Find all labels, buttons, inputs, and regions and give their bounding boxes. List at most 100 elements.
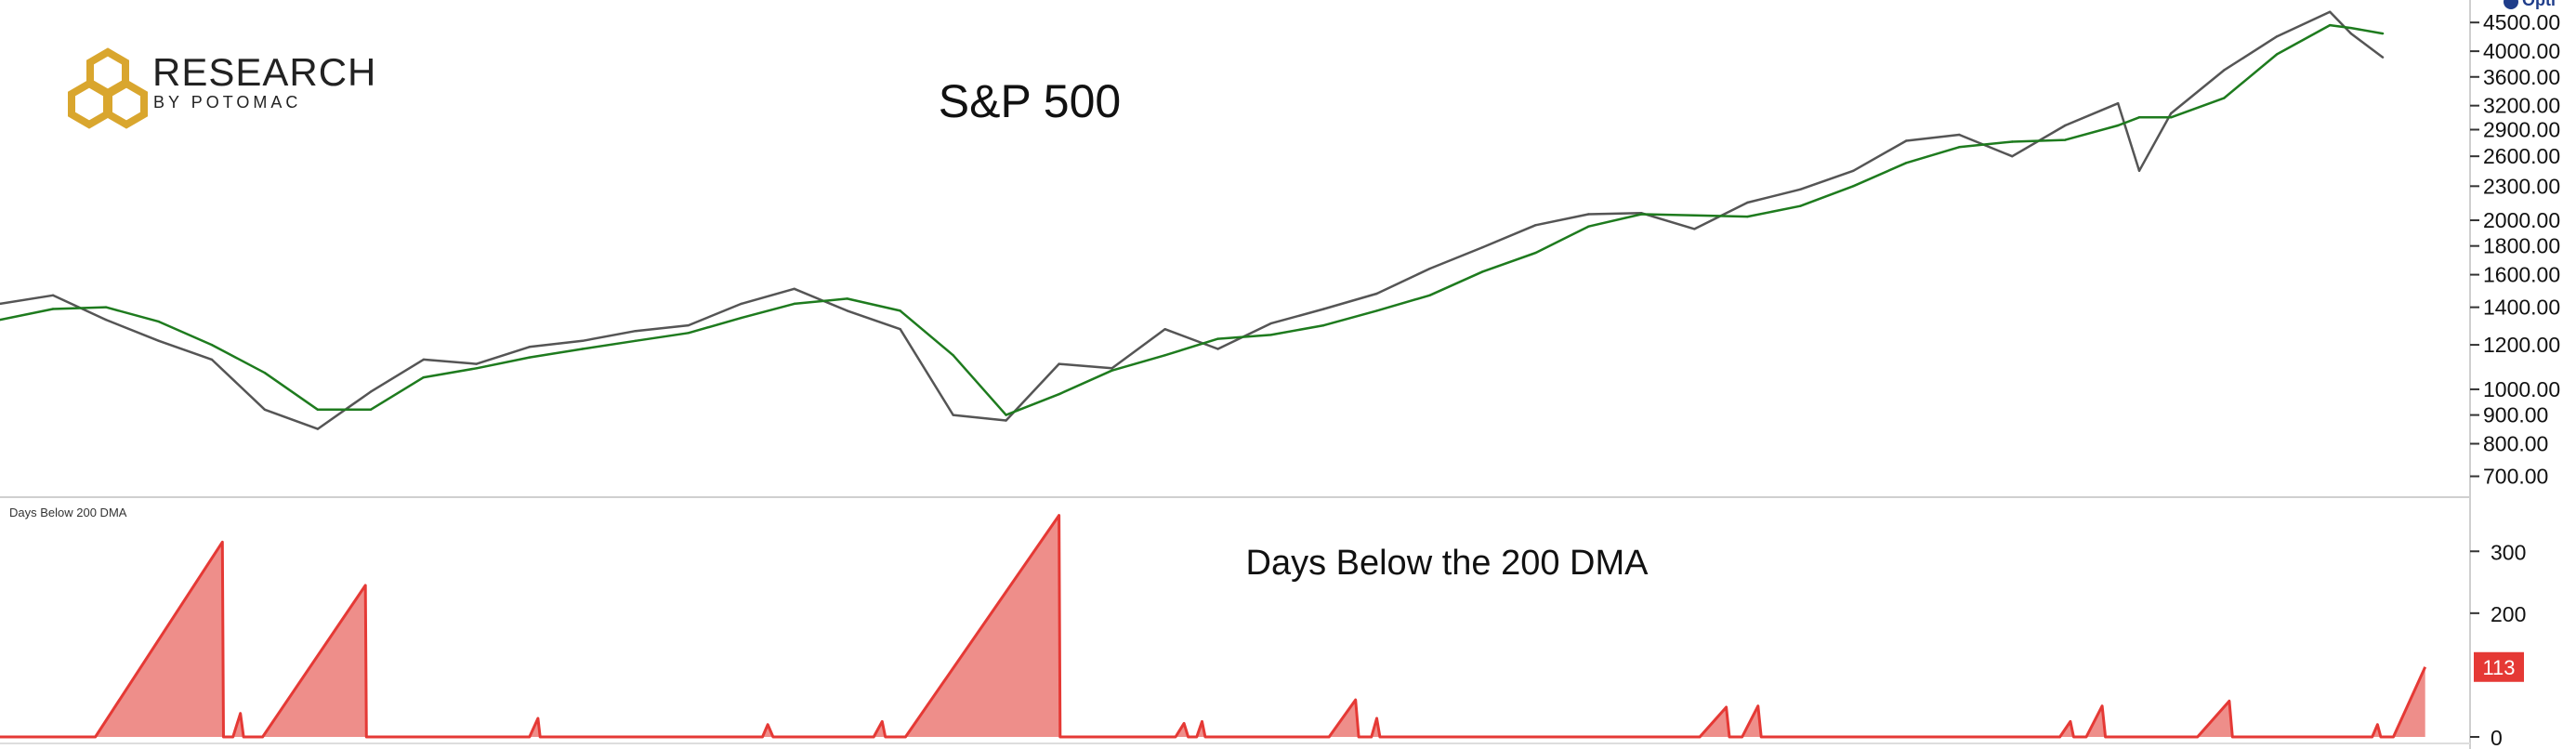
price-point [157, 339, 161, 342]
ma-point [2170, 116, 2173, 119]
price-tick-label: 1600.00 [2483, 263, 2560, 287]
price-tick-label: 1200.00 [2483, 333, 2560, 357]
price-point [316, 427, 320, 430]
days-tick-label: 200 [2491, 602, 2526, 626]
price-point [2011, 155, 2014, 158]
ma-point [2223, 97, 2226, 99]
price-tick-label: 1400.00 [2483, 296, 2560, 320]
days-below-area [0, 515, 2425, 737]
ma-point [740, 316, 743, 320]
price-point [1111, 367, 1113, 370]
days-tick-label: 0 [2491, 726, 2503, 749]
ma-point [2381, 32, 2385, 35]
ma-point [263, 372, 267, 374]
ma-point [1111, 369, 1113, 372]
ma200-line [0, 23, 2384, 416]
ma-point [1481, 270, 1484, 273]
price-point [1852, 169, 1855, 172]
ma-point [316, 408, 320, 411]
price-tick-label: 4000.00 [2483, 39, 2560, 63]
price-point [528, 346, 531, 348]
ma-point [1005, 414, 1007, 416]
ma-point [157, 320, 161, 323]
ma-point [1322, 323, 1325, 327]
ma-point [846, 297, 848, 300]
price-tick-label: 2600.00 [2483, 144, 2560, 168]
ma-point [528, 356, 531, 359]
ma-point [1852, 185, 1855, 188]
price-tick-label: 3600.00 [2483, 65, 2560, 89]
ma-point [1163, 354, 1166, 357]
ma-point [2137, 116, 2141, 119]
last-value-badge: 113 [2474, 651, 2524, 682]
price-point [2064, 124, 2067, 127]
price-point [1322, 308, 1325, 310]
price-tick-label: 800.00 [2483, 432, 2548, 456]
corner-mark: Opti [2522, 0, 2556, 9]
ma-point [1216, 337, 1219, 340]
price-tick-label: 4500.00 [2483, 10, 2560, 34]
ma-point [952, 354, 954, 357]
price-point [846, 309, 848, 312]
price-point [899, 328, 901, 331]
ma-point [634, 339, 637, 342]
price-point [2223, 69, 2226, 72]
ma-point [0, 318, 2, 322]
ma-point [369, 408, 373, 411]
price-tick-label: 2300.00 [2483, 174, 2560, 198]
price-series [0, 10, 2385, 430]
price-point [1163, 328, 1166, 331]
ma-point [581, 348, 584, 350]
price-point [104, 318, 108, 322]
ma-point [2064, 138, 2067, 141]
ma-point [1428, 294, 1431, 296]
price-point [581, 339, 584, 342]
ma-point [475, 367, 478, 370]
ma-point [1587, 225, 1590, 228]
days-series [0, 514, 2427, 739]
ma-point [1693, 214, 1696, 217]
price-point [1693, 228, 1696, 230]
price-point [51, 294, 55, 296]
ma-point [1640, 213, 1643, 216]
ma-point [1799, 204, 1802, 207]
ma-point [51, 308, 55, 310]
price-tick-label: 2000.00 [2483, 208, 2560, 232]
price-point [2117, 102, 2120, 105]
price-point [1958, 133, 1961, 137]
price-point [475, 362, 478, 365]
ma-point [687, 332, 690, 335]
price-tick-label: 1000.00 [2483, 377, 2560, 401]
price-point [1534, 224, 1537, 227]
days-y-axis: 300 200 0 [2470, 540, 2526, 749]
price-point [1428, 267, 1431, 270]
ma-point [793, 302, 795, 306]
ma-point [210, 343, 214, 347]
ma-point [2011, 140, 2014, 143]
price-point [1746, 201, 1749, 204]
price-point [1587, 213, 1590, 216]
price-point [1269, 322, 1272, 325]
price-point [2329, 10, 2332, 13]
price-point [263, 408, 267, 411]
price-point [1005, 419, 1007, 422]
days-panel-label: Days Below 200 DMA [9, 506, 127, 519]
price-point [1481, 245, 1484, 249]
price-point [1799, 188, 1802, 191]
price-point [1058, 362, 1060, 365]
price-tick-label: 1800.00 [2483, 234, 2560, 258]
ma-point [899, 309, 901, 312]
ma-point [1958, 146, 1961, 149]
days-chart-title: Days Below the 200 DMA [1246, 544, 1649, 583]
price-point [740, 302, 743, 306]
ma-point [2276, 53, 2279, 56]
days-tick-label: 300 [2491, 540, 2526, 564]
price-point [422, 358, 425, 361]
ma-point [1534, 251, 1537, 255]
price-point [687, 323, 690, 327]
price-point [1375, 292, 1378, 296]
price-point [2170, 112, 2173, 115]
days-below-line [0, 514, 2427, 739]
